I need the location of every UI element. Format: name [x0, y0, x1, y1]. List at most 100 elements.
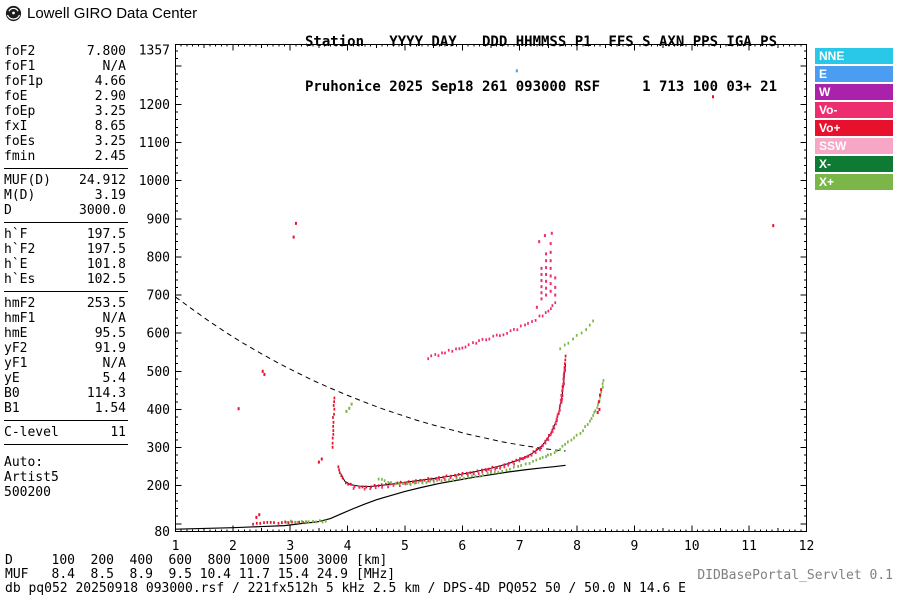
param-row-ye: yE 5.4 [4, 371, 126, 386]
svg-text:11: 11 [741, 539, 757, 554]
svg-text:1200: 1200 [139, 98, 170, 113]
param-label: 500200 [4, 485, 51, 500]
svg-text:12: 12 [799, 539, 815, 554]
muf-value: 24.9 [316, 567, 348, 582]
param-row-hmf2: hmF2 253.5 [4, 296, 126, 311]
param-row-fxi: fxI 8.65 [4, 119, 126, 134]
legend-item-e: E [815, 66, 893, 82]
svg-text:4: 4 [344, 539, 352, 554]
param-row-d: D 3000.0 [4, 203, 126, 218]
param-label: B0 [4, 386, 20, 401]
distance-value: 600 [168, 553, 192, 568]
param-value: 8.65 [94, 119, 126, 134]
distance-label: D [5, 553, 13, 568]
brand-title: Lowell GIRO Data Center [27, 5, 198, 22]
svg-text:200: 200 [147, 479, 170, 494]
legend-item-vo-: Vo+ [815, 120, 893, 136]
distance-value: 3000 [316, 553, 348, 568]
param-label: yF2 [4, 341, 28, 356]
svg-text:2: 2 [229, 539, 237, 554]
file-info: db pq052 20250918 093000.rsf / 221fx512h… [5, 581, 686, 596]
servlet-version: DIDBasePortal_Servlet 0.1 [697, 568, 893, 583]
svg-text:80: 80 [154, 525, 170, 540]
param-row-yf2: yF2 91.9 [4, 341, 126, 356]
muf-value: 8.9 [129, 567, 153, 582]
svg-text:1100: 1100 [139, 136, 170, 151]
legend-item-x-: X- [815, 156, 893, 172]
muf-unit: [MHz] [356, 567, 396, 582]
param-value: 3000.0 [79, 203, 126, 218]
svg-text:1: 1 [172, 539, 180, 554]
station-header: Station YYYY DAY DDD HHMMSS P1 FFS S AXN… [305, 5, 777, 125]
param-value: 5.4 [102, 371, 126, 386]
param-value: 1.54 [94, 401, 126, 416]
param-row-500200: 500200 [4, 485, 126, 500]
series-o-trace [337, 354, 567, 489]
param-row-foes: foEs 3.25 [4, 134, 126, 149]
param-row-fof2: foF2 7.800 [4, 44, 126, 59]
param-row-h-f: h`F 197.5 [4, 227, 126, 242]
svg-text:3: 3 [286, 539, 294, 554]
param-value: 114.3 [86, 386, 126, 401]
param-separator [4, 222, 128, 223]
axis-labels: 1 2 3 4 5 6 7 8 9 10 11 121357120011001000900800700… [139, 44, 815, 555]
param-row-hme: hmE 95.5 [4, 326, 126, 341]
series-interference-streak [331, 396, 336, 449]
distance-value: 200 [90, 553, 114, 568]
param-row-foe: foE 2.90 [4, 89, 126, 104]
param-label: fxI [4, 119, 28, 134]
param-value: 3.19 [94, 188, 126, 203]
svg-text:1357: 1357 [139, 44, 170, 59]
series-es-o-trace [252, 520, 308, 526]
distance-row: D 100 200 400 600 800 1000 1500 3000 [km] [5, 553, 387, 568]
param-row-c-level: C-level 11 [4, 425, 126, 440]
param-label: B1 [4, 401, 20, 416]
distance-value: 800 [207, 553, 231, 568]
legend-item-vo-: Vo- [815, 102, 893, 118]
muf-value: 15.4 [277, 567, 309, 582]
param-value: 197.5 [86, 242, 126, 257]
param-value: 7.800 [86, 44, 126, 59]
param-label: MUF(D) [4, 173, 51, 188]
param-value: 101.8 [86, 257, 126, 272]
muf-label: MUF [5, 567, 29, 582]
param-label: hmF1 [4, 311, 36, 326]
param-label: foEs [4, 134, 36, 149]
param-label: foE [4, 89, 28, 104]
svg-text:800: 800 [147, 250, 170, 265]
param-value: 3.25 [94, 134, 126, 149]
param-value: 4.66 [94, 74, 126, 89]
param-label: Auto: [4, 455, 44, 470]
param-label: D [4, 203, 12, 218]
svg-text:500: 500 [147, 365, 170, 380]
station-header-values: Pruhonice 2025 Sep18 261 093000 RSF 1 71… [305, 79, 778, 95]
param-row-hmf1: hmF1 N/A [4, 311, 126, 326]
param-separator [4, 168, 128, 169]
param-label: h`Es [4, 272, 36, 287]
param-row-h-f2: h`F2 197.5 [4, 242, 126, 257]
series-o-trace-secondary [352, 369, 566, 491]
param-value: 197.5 [86, 227, 126, 242]
svg-text:10: 10 [684, 539, 700, 554]
series-x-trace [377, 379, 605, 486]
legend-item-w: W [815, 84, 893, 100]
param-separator [4, 291, 128, 292]
svg-text:9: 9 [630, 539, 638, 554]
param-label: foF1p [4, 74, 44, 89]
muf-row: MUF 8.4 8.5 8.9 9.5 10.4 11.7 15.4 24.9 [MHz] [5, 567, 395, 582]
legend-item-ssw: SSW [815, 138, 893, 154]
axis-ticks [175, 44, 807, 532]
muf-value: 8.5 [90, 567, 114, 582]
series-interference-red [237, 95, 775, 519]
svg-text:5: 5 [401, 539, 409, 554]
param-label: yF1 [4, 356, 28, 371]
series-second-order-o-trace [427, 301, 557, 361]
distance-value: 1500 [277, 553, 309, 568]
param-label: hmF2 [4, 296, 36, 311]
param-label: M(D) [4, 188, 36, 203]
series-second-order-x-trace [559, 319, 594, 351]
param-value: N/A [102, 59, 126, 74]
param-row-fmin: fmin 2.45 [4, 149, 126, 164]
param-value: 2.45 [94, 149, 126, 164]
